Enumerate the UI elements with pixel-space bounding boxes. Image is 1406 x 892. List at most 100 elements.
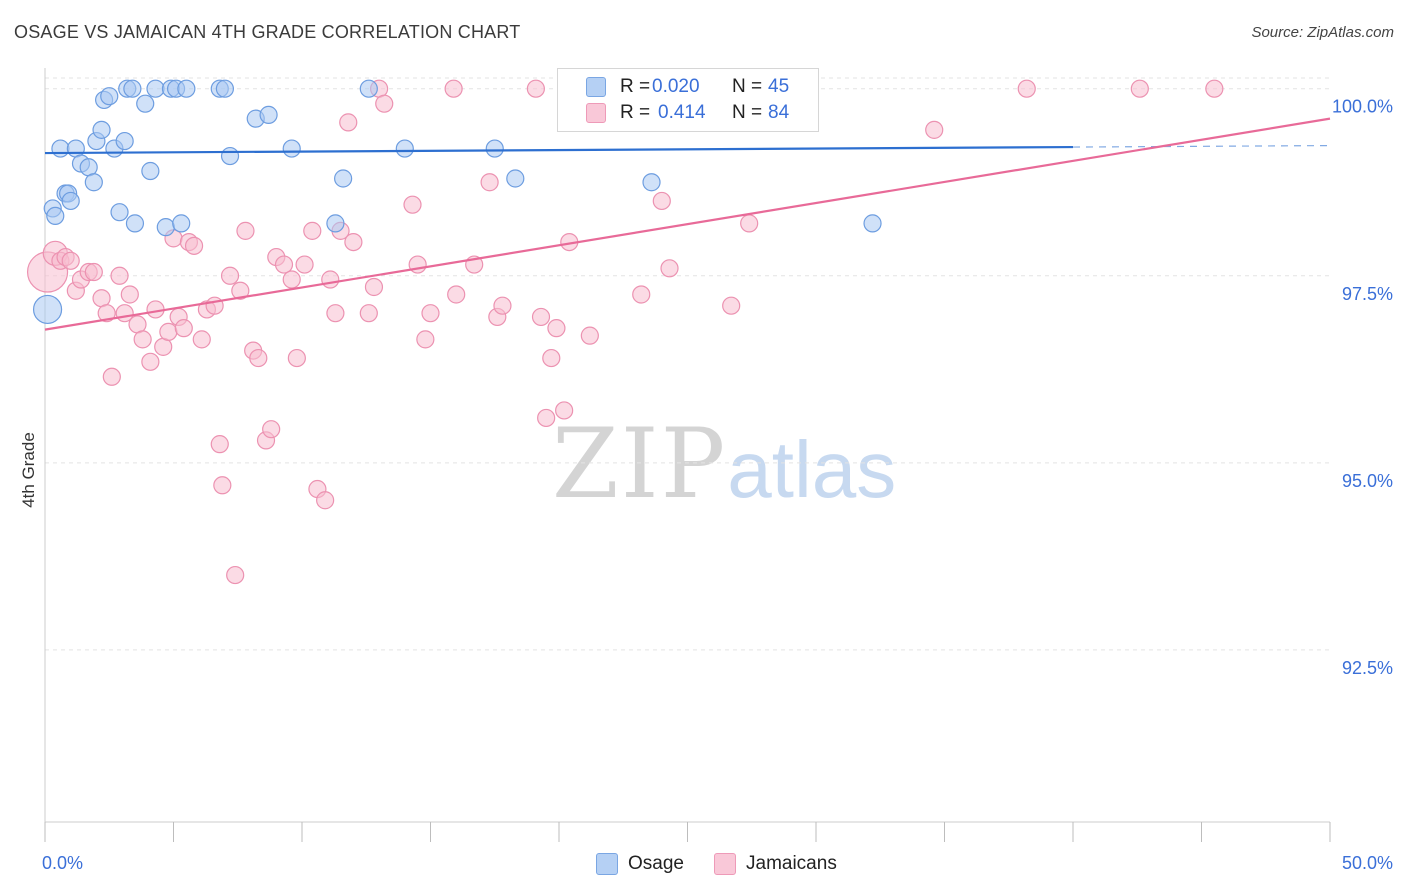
jamaicans-point	[421, 304, 440, 323]
jamaicans-point	[295, 255, 314, 274]
bottom-jamaicans-label: Jamaicans	[746, 853, 837, 874]
osage-point	[334, 169, 353, 188]
jamaicans-point	[925, 120, 944, 139]
jamaicans-point	[1017, 79, 1036, 98]
jamaicans-point	[226, 565, 245, 585]
watermark-zip: ZIP	[552, 408, 728, 520]
jamaicans-point	[526, 79, 545, 98]
osage-swatch	[586, 77, 606, 97]
osage-point	[863, 214, 882, 233]
jamaicans-point	[1130, 79, 1149, 98]
jamaicans-point	[97, 304, 116, 323]
jamaicans-point	[102, 367, 121, 386]
osage-trend-line	[44, 145, 1074, 155]
osage-point	[485, 139, 504, 158]
osage-point	[100, 87, 119, 106]
osage-point	[61, 191, 80, 211]
jamaicans-point	[660, 259, 679, 278]
osage-point	[46, 206, 65, 226]
jamaicans-point	[416, 330, 435, 349]
y-axis-title-wrap: 4th Grade	[14, 370, 44, 570]
jamaicans-point	[547, 319, 566, 338]
jamaicans-point	[403, 195, 422, 214]
jamaicans-point	[480, 173, 499, 192]
jamaicans-point	[141, 352, 160, 371]
osage-point	[156, 218, 175, 237]
y-axis-title: 4th Grade	[19, 432, 38, 508]
jamaicans-point	[231, 281, 250, 300]
jamaicans-point	[722, 296, 741, 315]
osage-point	[642, 173, 661, 192]
jamaicans-point	[287, 348, 306, 368]
jamaicans-point	[236, 221, 255, 240]
jamaicans-point	[210, 435, 229, 454]
osage-point	[359, 79, 378, 98]
osage-point	[141, 161, 160, 181]
jamaicans-point	[316, 491, 335, 510]
osage-r-label: R =	[620, 76, 651, 97]
osage-point	[172, 214, 191, 233]
jamaicans-point	[192, 330, 211, 349]
y-tick-label: 92.5%	[1342, 658, 1393, 678]
jamaicans-point	[555, 401, 574, 420]
bottom-jamaicans-swatch	[714, 853, 736, 875]
chart-title: OSAGE VS JAMAICAN 4TH GRADE CORRELATION …	[14, 22, 521, 42]
jamaicans-point	[1205, 79, 1224, 98]
jamaicans-point	[159, 322, 178, 341]
jamaicans-point	[133, 330, 152, 349]
jamaicans-point	[740, 214, 759, 233]
jamaicans-point	[652, 191, 671, 211]
jamaicans-point	[375, 94, 394, 113]
osage-point	[32, 294, 63, 325]
jamaicans-point	[359, 304, 378, 323]
jamaicans-point	[213, 476, 232, 495]
jamaicans-point	[447, 285, 466, 304]
jamaicans-swatch	[586, 103, 606, 123]
osage-n-label: N =	[732, 76, 763, 97]
osage-point	[115, 131, 134, 151]
jamaicans-point	[120, 285, 139, 304]
jamaicans-point	[364, 277, 384, 297]
watermark: ZIPatlas	[552, 408, 896, 520]
x-tick-label: 0.0%	[42, 853, 83, 873]
jamaicans-point	[174, 319, 193, 338]
jamaicans-point	[184, 236, 204, 255]
jamaicans-point	[262, 420, 281, 439]
jamaicans-n-value: 84	[768, 102, 790, 123]
jamaicans-point	[274, 255, 294, 274]
jamaicans-point	[531, 307, 551, 327]
watermark-atlas: atlas	[727, 425, 897, 514]
y-tick-label: 100.0%	[1332, 97, 1393, 117]
osage-point	[84, 173, 103, 192]
jamaicans-point	[282, 270, 301, 289]
jamaicans-point	[537, 408, 556, 428]
osage-point	[51, 139, 70, 158]
osage-trend-extension	[1072, 144, 1331, 148]
jamaicans-r-value: 0.414	[658, 102, 706, 123]
jamaicans-point	[220, 266, 240, 285]
jamaicans-point	[493, 296, 512, 315]
source-label: Source: ZipAtlas.com	[1251, 24, 1394, 41]
jamaicans-r-label: R =	[620, 102, 651, 123]
osage-point	[110, 203, 129, 222]
osage-point	[123, 79, 142, 98]
jamaicans-trend-line	[44, 117, 1331, 331]
jamaicans-point	[542, 348, 561, 368]
osage-point	[506, 169, 525, 188]
osage-point	[220, 146, 240, 166]
osage-point	[326, 214, 345, 233]
osage-point	[215, 79, 234, 98]
jamaicans-point	[249, 348, 268, 368]
osage-n-value: 45	[768, 76, 790, 97]
jamaicans-point	[321, 270, 340, 289]
osage-point	[146, 79, 165, 98]
osage-point	[282, 139, 301, 158]
osage-point	[177, 79, 196, 98]
jamaicans-n-label: N =	[732, 102, 763, 123]
osage-r-value: 0.020	[652, 76, 700, 97]
jamaicans-point	[444, 79, 463, 98]
osage-point	[395, 139, 414, 158]
bottom-osage-swatch	[596, 853, 618, 875]
legend-row-osage: R = 0.020 N = 45	[558, 75, 818, 101]
